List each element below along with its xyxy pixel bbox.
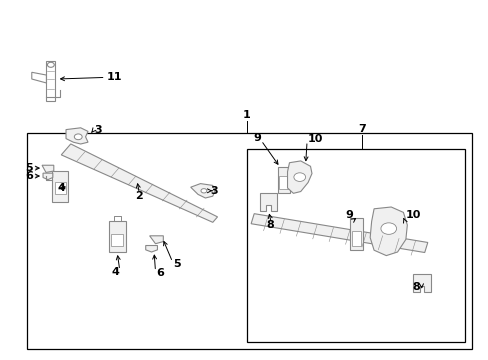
Bar <box>349 218 363 250</box>
Bar <box>46 61 55 101</box>
Text: 1: 1 <box>243 109 250 120</box>
Polygon shape <box>259 193 277 211</box>
Text: 3: 3 <box>94 125 102 135</box>
Text: 6: 6 <box>156 268 164 278</box>
Bar <box>27 133 471 349</box>
Polygon shape <box>43 173 53 180</box>
Polygon shape <box>145 246 157 252</box>
Text: 2: 2 <box>135 191 143 201</box>
Bar <box>55 182 65 194</box>
Bar <box>351 231 361 246</box>
Polygon shape <box>369 207 407 256</box>
Text: 9: 9 <box>345 210 353 220</box>
Text: 10: 10 <box>405 210 420 220</box>
Circle shape <box>201 189 206 193</box>
Text: 5: 5 <box>25 163 33 173</box>
Text: 4: 4 <box>112 267 120 277</box>
Bar <box>279 176 288 189</box>
Text: 4: 4 <box>58 183 65 193</box>
Polygon shape <box>149 236 163 244</box>
Text: 6: 6 <box>25 171 33 181</box>
Bar <box>108 221 125 252</box>
Polygon shape <box>412 274 430 292</box>
Text: 5: 5 <box>173 258 181 269</box>
Bar <box>111 234 123 246</box>
Circle shape <box>380 223 396 234</box>
Polygon shape <box>42 165 54 172</box>
Polygon shape <box>66 128 88 144</box>
Text: 8: 8 <box>265 220 273 230</box>
Text: 9: 9 <box>253 133 261 143</box>
Polygon shape <box>61 144 217 222</box>
Polygon shape <box>287 161 311 193</box>
Text: 8: 8 <box>412 282 420 292</box>
Circle shape <box>293 173 305 181</box>
Text: 11: 11 <box>106 72 122 82</box>
Bar <box>52 171 68 202</box>
Polygon shape <box>190 184 215 198</box>
Circle shape <box>74 134 82 140</box>
Text: 7: 7 <box>357 124 365 134</box>
Polygon shape <box>251 214 427 252</box>
Bar <box>277 167 289 193</box>
Bar <box>246 149 464 342</box>
Text: 3: 3 <box>210 186 218 196</box>
Text: 10: 10 <box>307 134 323 144</box>
